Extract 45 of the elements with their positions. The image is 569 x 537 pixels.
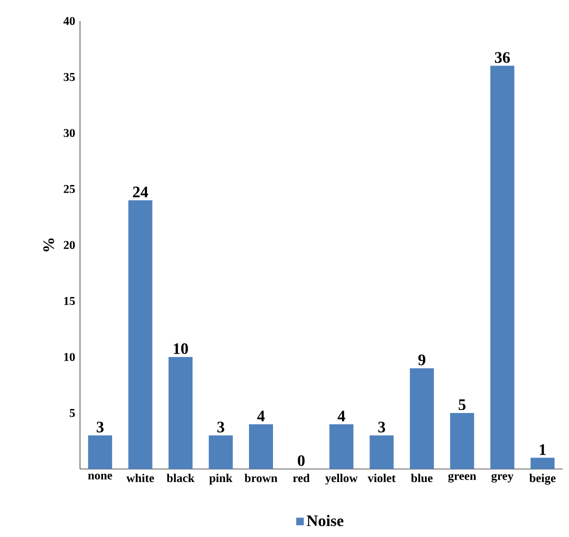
bar — [249, 424, 273, 469]
y-tick-label: 30 — [64, 128, 75, 138]
data-label: 36 — [494, 52, 510, 63]
data-label: 9 — [418, 354, 426, 366]
data-label: 3 — [96, 422, 104, 432]
y-axis-title: % — [43, 238, 54, 252]
x-tick-label: blue — [411, 474, 433, 482]
x-tick-label: black — [166, 474, 195, 482]
x-tick-label: grey — [491, 474, 514, 483]
data-label: 10 — [174, 343, 188, 354]
legend-label: Noise — [306, 514, 344, 526]
y-tick-label: 25 — [64, 184, 75, 194]
data-label: 3 — [378, 422, 386, 432]
bar — [450, 413, 474, 469]
y-tick-label: 35 — [64, 72, 75, 82]
data-label: 5 — [458, 399, 466, 410]
y-tick-label: 40 — [63, 16, 75, 26]
x-tick-label: beige — [529, 474, 556, 485]
x-tick-label: white — [126, 474, 154, 482]
x-tick-label: pink — [209, 474, 232, 485]
bar — [530, 458, 555, 469]
bar — [208, 435, 233, 469]
y-tick-label: 10 — [64, 352, 75, 362]
x-tick-label: green — [448, 474, 476, 483]
bar — [490, 66, 514, 469]
bar — [128, 200, 152, 469]
y-tick-label: 15 — [64, 296, 75, 306]
bar — [410, 368, 434, 469]
x-tick-label: yellow — [325, 474, 358, 485]
x-tick-label: red — [292, 474, 310, 482]
data-label: 24 — [133, 186, 148, 198]
y-tick-label: 5 — [70, 409, 75, 417]
bar — [329, 424, 354, 469]
data-label: 3 — [217, 422, 224, 432]
data-label: 1 — [540, 444, 546, 455]
x-tick-label: brown — [244, 474, 278, 482]
bar — [168, 357, 193, 469]
x-tick-label: none — [88, 474, 112, 480]
data-label: 4 — [257, 410, 265, 422]
y-tick-label: 20 — [64, 240, 75, 250]
data-label: 4 — [338, 410, 346, 422]
data-label: 0 — [298, 455, 305, 466]
bar — [370, 435, 394, 469]
bar — [88, 435, 112, 469]
x-tick-label: violet — [368, 474, 396, 482]
